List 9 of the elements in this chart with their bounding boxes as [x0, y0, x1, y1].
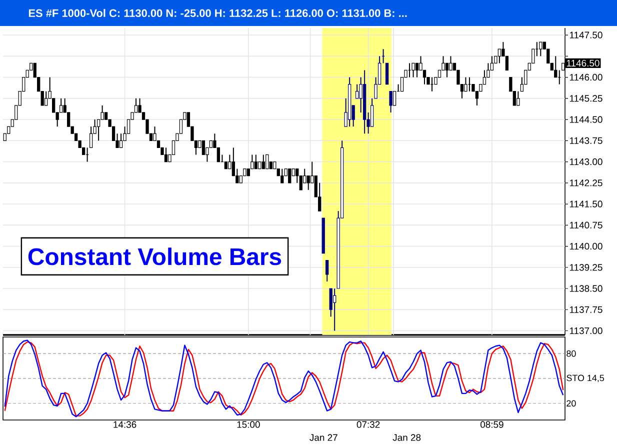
y-tick-label: 20: [566, 400, 576, 407]
x-tick-label: 14:36: [114, 421, 136, 428]
x-tick-label: 07:32: [356, 421, 380, 428]
x-tick-label: 15:00: [237, 421, 260, 428]
text: Jan 28: [392, 434, 421, 441]
x-tick-label: 08:59: [480, 421, 504, 428]
text: Jan 27: [310, 434, 338, 441]
y-tick-label: 80: [566, 350, 576, 357]
y-tick-label: STO 14,5: [566, 374, 604, 382]
